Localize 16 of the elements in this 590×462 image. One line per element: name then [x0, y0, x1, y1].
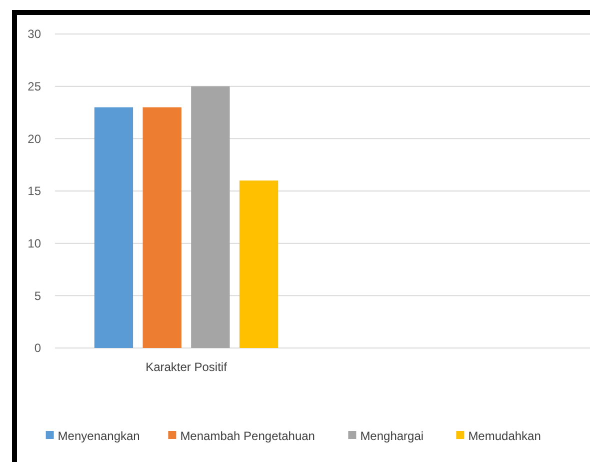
y-tick-label: 30: [28, 27, 42, 42]
y-tick-label: 25: [28, 80, 42, 94]
y-tick-label: 15: [28, 184, 42, 198]
y-tick-label: 0: [34, 341, 42, 356]
bar: [142, 107, 182, 348]
legend-label: Menambah Pengetahuan: [180, 429, 315, 444]
y-tick-label: 20: [28, 132, 42, 146]
legend-label: Memudahkan: [468, 429, 541, 444]
legend-label: Menghargai: [360, 429, 424, 444]
y-tick-label: 10: [28, 236, 42, 251]
bar: [94, 107, 134, 348]
y-tick-label: 5: [34, 288, 42, 303]
bar: [191, 86, 230, 348]
legend-label: Menyenangkan: [58, 429, 140, 444]
x-tick-label: Karakter Positif: [146, 360, 228, 374]
bar: [239, 180, 278, 348]
